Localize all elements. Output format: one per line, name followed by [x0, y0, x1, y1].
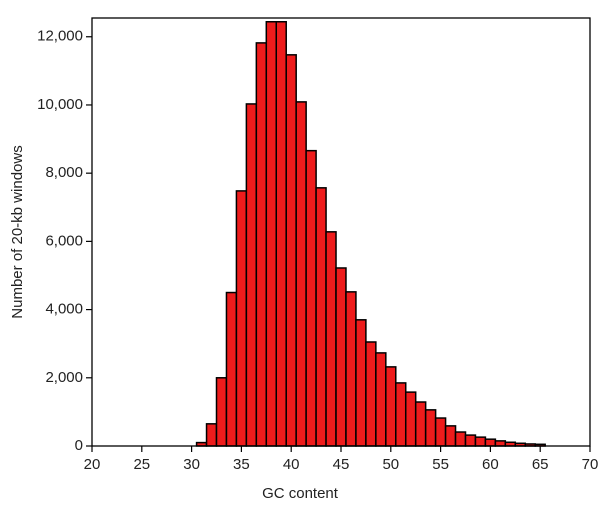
y-tick-label: 6,000: [45, 232, 83, 249]
bar: [205, 423, 218, 447]
bar: [335, 267, 347, 447]
x-tick-label: 25: [133, 456, 150, 473]
y-tick-label: 4,000: [45, 301, 83, 318]
bar: [235, 190, 248, 447]
bar: [375, 352, 387, 447]
bar: [275, 21, 287, 447]
x-tick-label: 60: [482, 456, 499, 473]
bar: [265, 21, 278, 447]
bar: [285, 54, 297, 447]
bar: [494, 440, 507, 447]
bar: [295, 101, 307, 447]
x-tick-label: 50: [382, 456, 399, 473]
x-tick-label: 45: [333, 456, 350, 473]
x-tick-label: 20: [84, 456, 101, 473]
x-tick-label: 65: [532, 456, 549, 473]
bar: [215, 377, 228, 447]
bar: [424, 409, 437, 447]
y-tick-label: 8,000: [45, 164, 83, 181]
bar: [305, 149, 317, 447]
x-tick-label: 35: [233, 456, 250, 473]
x-axis-label: GC content: [262, 485, 339, 502]
x-tick-label: 40: [283, 456, 300, 473]
y-tick-label: 10,000: [37, 96, 83, 113]
bar: [464, 434, 477, 447]
bar: [454, 431, 467, 447]
bar: [325, 231, 337, 447]
bar: [345, 291, 357, 447]
x-tick-label: 70: [582, 456, 599, 473]
x-tick-label: 55: [432, 456, 449, 473]
bar: [255, 42, 268, 447]
bar: [414, 401, 427, 447]
bar: [404, 391, 417, 447]
x-tick-label: 30: [183, 456, 200, 473]
bar: [225, 291, 238, 447]
bar: [434, 417, 447, 447]
bar: [395, 382, 407, 447]
bar: [315, 187, 327, 447]
y-tick-label: 2,000: [45, 369, 83, 386]
bar: [355, 319, 367, 447]
bar: [484, 438, 497, 447]
bar: [474, 436, 487, 447]
bar: [385, 366, 397, 447]
plot-frame: [91, 17, 591, 447]
y-axis-label: Number of 20-kb windows: [9, 145, 26, 318]
y-tick-label: 0: [75, 437, 83, 454]
y-tick-label: 12,000: [37, 28, 83, 45]
bar: [444, 425, 457, 447]
bar: [245, 103, 258, 447]
bar: [365, 341, 377, 447]
